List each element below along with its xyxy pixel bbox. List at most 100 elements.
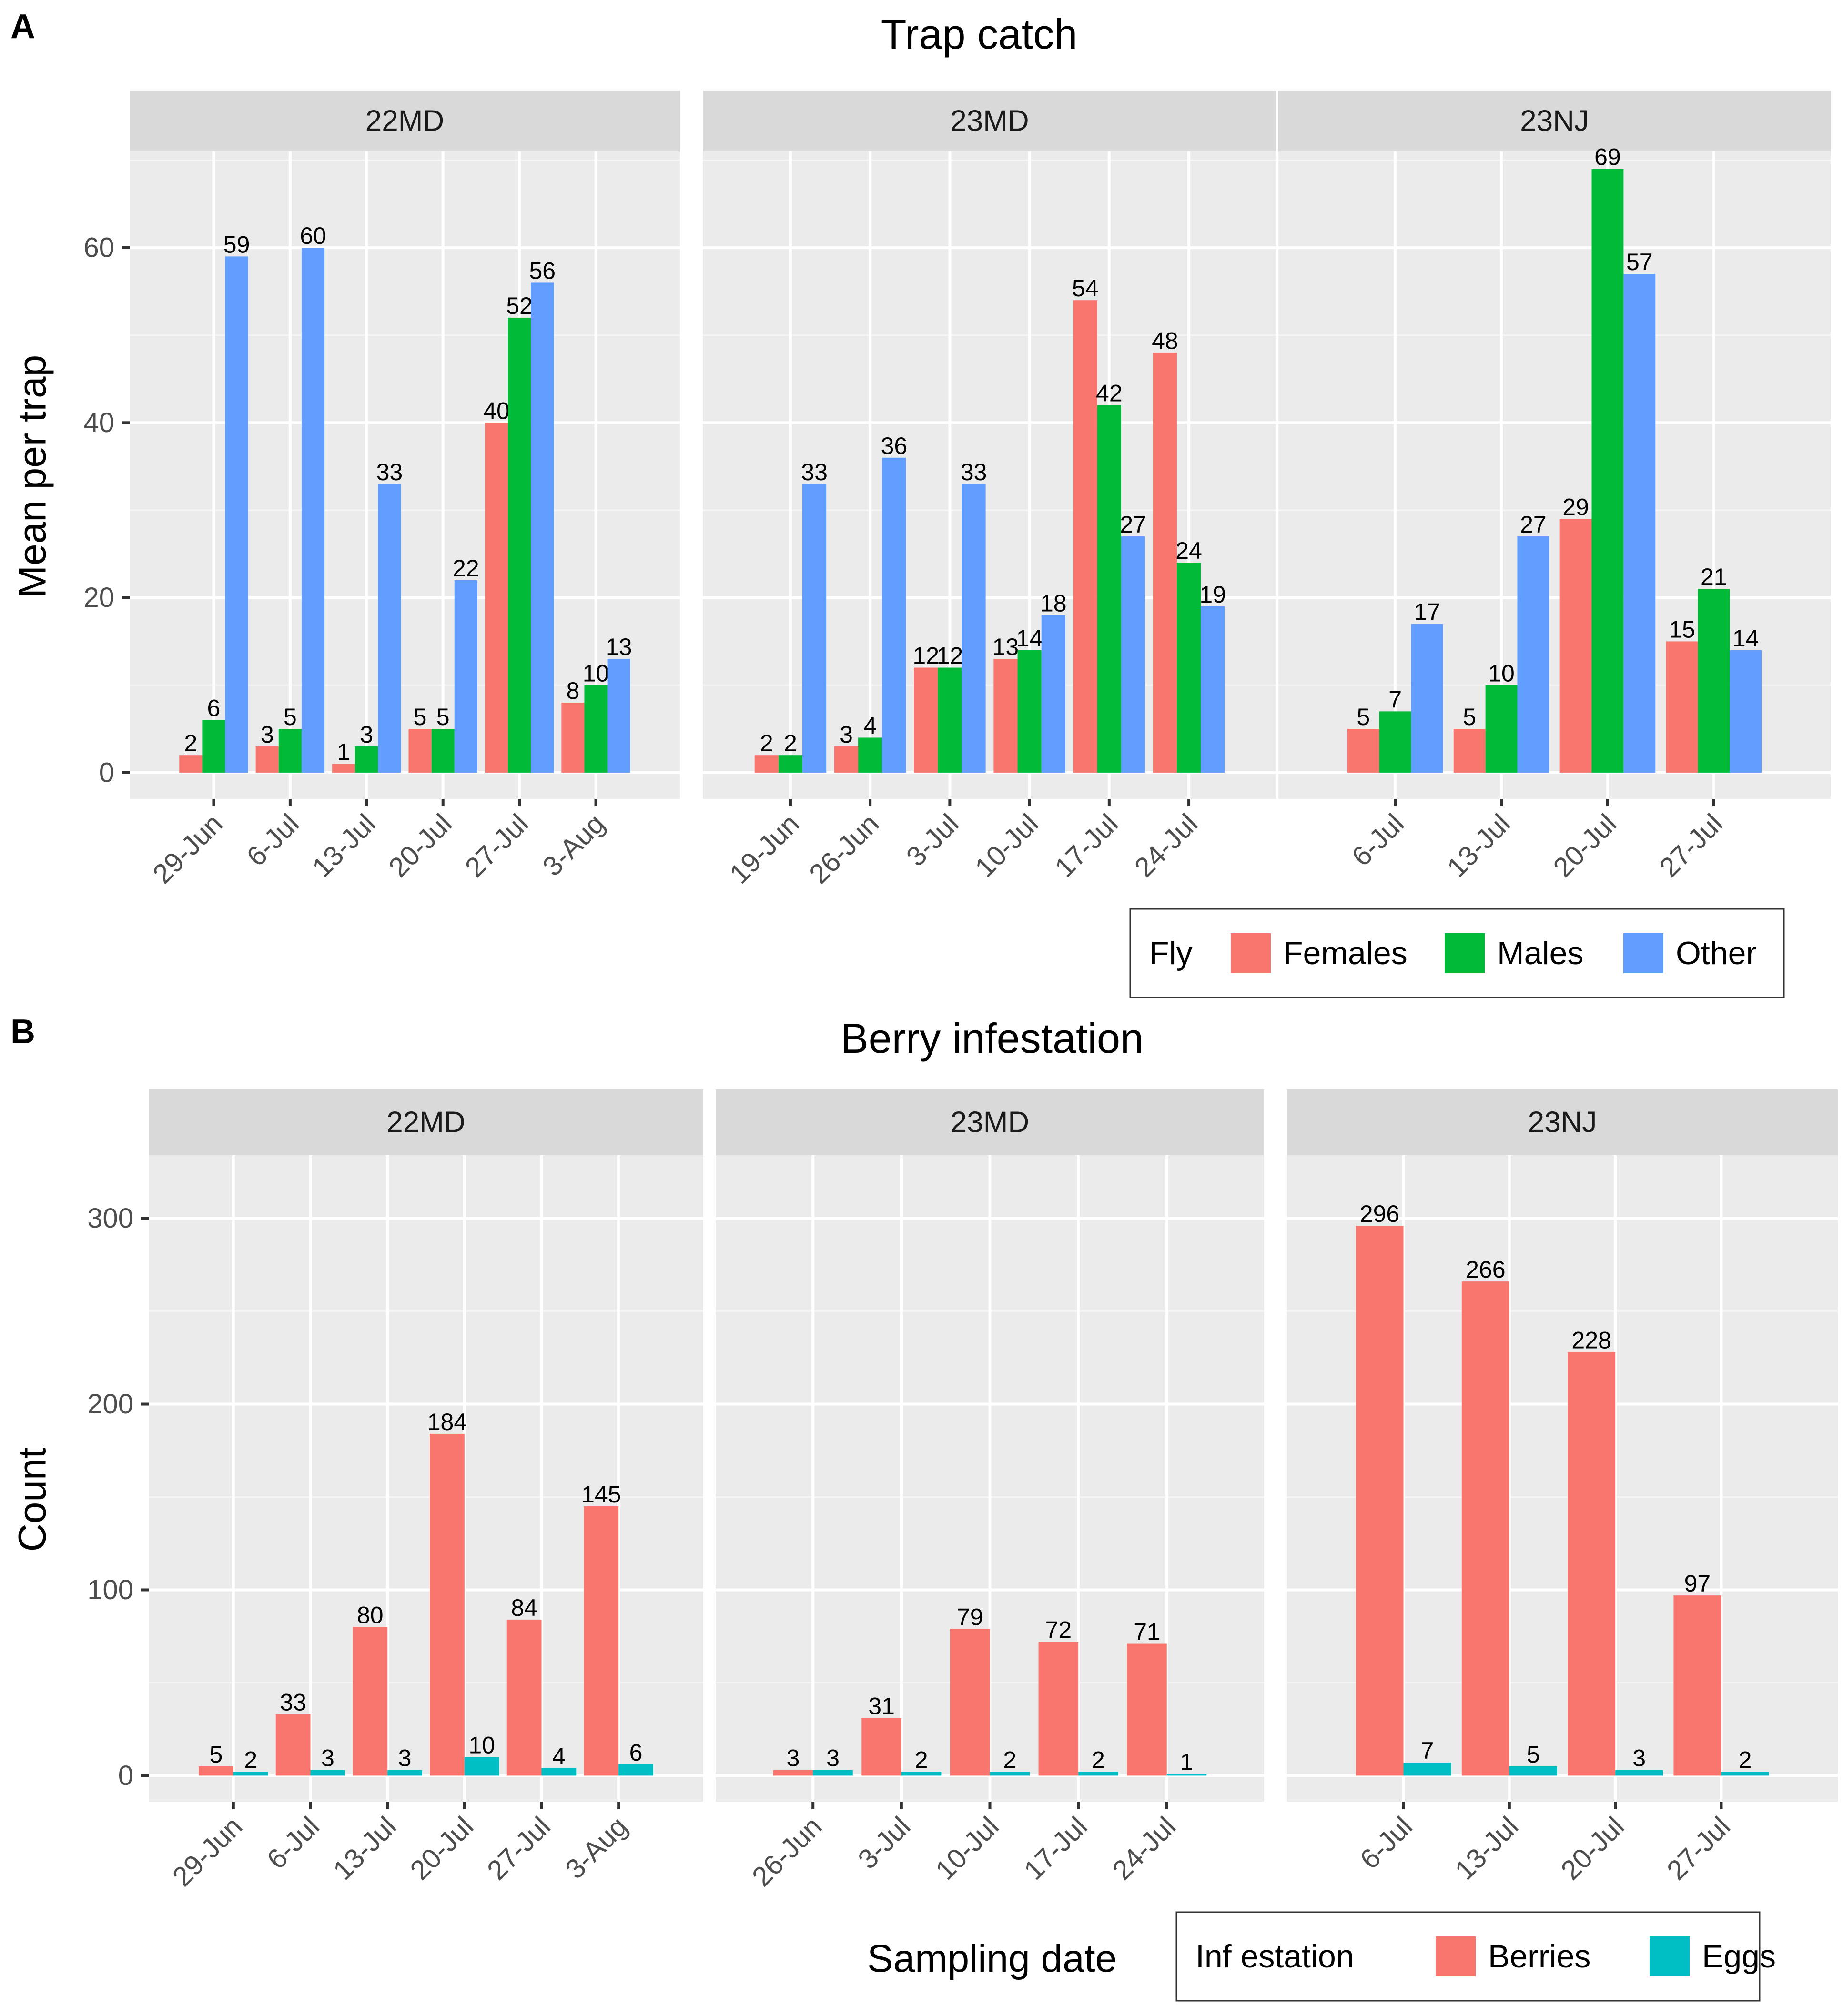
- bar-females: [561, 702, 585, 773]
- x-tick-label: 20-Jul: [1555, 1811, 1630, 1886]
- bar-berries: [199, 1766, 233, 1776]
- bar-value-label: 69: [1594, 144, 1621, 171]
- bar-value-label: 6: [629, 1739, 643, 1766]
- bar-males: [355, 746, 378, 773]
- x-tick-label: 13-Jul: [306, 808, 382, 883]
- bar-males: [1017, 650, 1042, 773]
- bar-value-label: 36: [881, 433, 908, 459]
- bar-value-label: 14: [1016, 625, 1043, 652]
- y-tick-label: 300: [87, 1203, 133, 1234]
- bar-eggs: [387, 1770, 422, 1776]
- bar-value-label: 54: [1072, 275, 1099, 302]
- facet-strip: [703, 91, 1276, 151]
- y-tick-label: 100: [87, 1574, 133, 1605]
- bar-females: [914, 667, 938, 773]
- bar-eggs: [310, 1770, 345, 1776]
- bar-value-label: 52: [506, 292, 533, 319]
- bar-berries: [275, 1714, 311, 1776]
- bar-value-label: 29: [1562, 494, 1589, 520]
- bar-value-label: 40: [483, 397, 510, 424]
- bar-value-label: 4: [552, 1743, 566, 1770]
- bar-other: [1041, 615, 1065, 773]
- bar-value-label: 79: [957, 1603, 983, 1630]
- x-tick-label: 13-Jul: [1441, 808, 1517, 883]
- y-tick-label: 40: [83, 407, 114, 438]
- bar-males: [508, 317, 531, 773]
- bar-value-label: 13: [992, 634, 1019, 660]
- bar-value-label: 48: [1152, 327, 1178, 354]
- x-tick-label: 3-Aug: [559, 1811, 633, 1885]
- legend-key-other: [1623, 933, 1663, 973]
- bar-value-label: 59: [223, 231, 250, 258]
- bar-value-label: 5: [284, 704, 297, 730]
- x-tick-label: 27-Jul: [1653, 808, 1729, 883]
- bar-males: [1485, 685, 1518, 773]
- bar-value-label: 4: [863, 712, 877, 739]
- bar-eggs: [464, 1757, 499, 1776]
- bar-eggs: [1078, 1772, 1118, 1776]
- panel-letter: B: [10, 1013, 35, 1051]
- bar-value-label: 5: [1527, 1741, 1540, 1768]
- x-tick-label: 17-Jul: [1018, 1811, 1094, 1886]
- bar-other: [1623, 274, 1656, 773]
- chart-title: Berry infestation: [840, 1015, 1144, 1062]
- bar-value-label: 18: [1040, 590, 1067, 616]
- facet-strip-label: 23NJ: [1520, 105, 1589, 138]
- bar-females: [1453, 729, 1486, 773]
- x-tick-label: 24-Jul: [1106, 1811, 1182, 1886]
- legend: Fly Females Males Other: [1129, 908, 1785, 998]
- facet-strip: [1287, 1089, 1838, 1155]
- bar-value-label: 33: [961, 459, 987, 485]
- bar-value-label: 19: [1199, 581, 1226, 608]
- legend-key-females: [1231, 933, 1271, 973]
- bar-value-label: 97: [1684, 1570, 1711, 1597]
- bar-berries: [950, 1629, 990, 1776]
- bar-value-label: 184: [427, 1409, 467, 1435]
- bar-eggs: [1721, 1772, 1769, 1776]
- bar-berries: [353, 1627, 388, 1776]
- y-tick-label: 0: [118, 1760, 133, 1791]
- bar-berries: [1127, 1643, 1167, 1776]
- y-axis-title: Count: [11, 1447, 54, 1552]
- x-tick-label: 17-Jul: [1049, 808, 1124, 883]
- y-tick-label: 200: [87, 1389, 133, 1420]
- bar-females: [834, 746, 859, 773]
- bar-other: [301, 248, 325, 773]
- bar-value-label: 7: [1388, 686, 1402, 713]
- bar-females: [1347, 729, 1379, 773]
- bar-berries: [1461, 1281, 1509, 1776]
- bar-eggs: [1403, 1763, 1451, 1776]
- bar-value-label: 2: [915, 1747, 928, 1774]
- bar-males: [1176, 563, 1201, 773]
- bar-value-label: 5: [436, 704, 450, 730]
- bar-value-label: 5: [1357, 704, 1370, 730]
- bar-other: [1517, 536, 1549, 773]
- bar-other: [802, 484, 827, 773]
- panel-background: [149, 1155, 703, 1802]
- bar-value-label: 10: [583, 660, 609, 686]
- bar-value-label: 266: [1466, 1256, 1505, 1283]
- bar-other: [531, 282, 554, 773]
- bar-females: [1559, 519, 1592, 773]
- bar-females: [408, 729, 432, 773]
- bar-value-label: 22: [453, 555, 479, 582]
- bar-other: [1121, 536, 1145, 773]
- facet-23MD: 23MD 3 31 79 72 71 3 2 2 2 1 26-Jun 3-Jul 10-Jul 17-Ju…: [716, 1089, 1264, 1893]
- bar-value-label: 33: [280, 1689, 306, 1716]
- x-tick-label: 20-Jul: [1547, 808, 1622, 883]
- bar-eggs: [1615, 1770, 1663, 1776]
- x-tick-label: 26-Jun: [746, 1811, 828, 1892]
- x-tick-label: 13-Jul: [1449, 1811, 1524, 1886]
- bar-value-label: 2: [184, 730, 197, 756]
- x-tick-label: 6-Jul: [1354, 1811, 1418, 1875]
- bar-males: [778, 755, 803, 773]
- bar-value-label: 31: [868, 1693, 895, 1720]
- legend-title: Fly: [1149, 935, 1193, 971]
- bar-value-label: 56: [529, 257, 556, 284]
- bar-value-label: 60: [300, 222, 326, 249]
- chart-B: B Berry infestationCount010020030022MD533…: [10, 1013, 1838, 2002]
- bar-value-label: 3: [261, 721, 274, 748]
- x-tick-label: 27-Jul: [459, 808, 535, 883]
- bar-females: [179, 755, 203, 773]
- x-tick-label: 10-Jul: [969, 808, 1044, 883]
